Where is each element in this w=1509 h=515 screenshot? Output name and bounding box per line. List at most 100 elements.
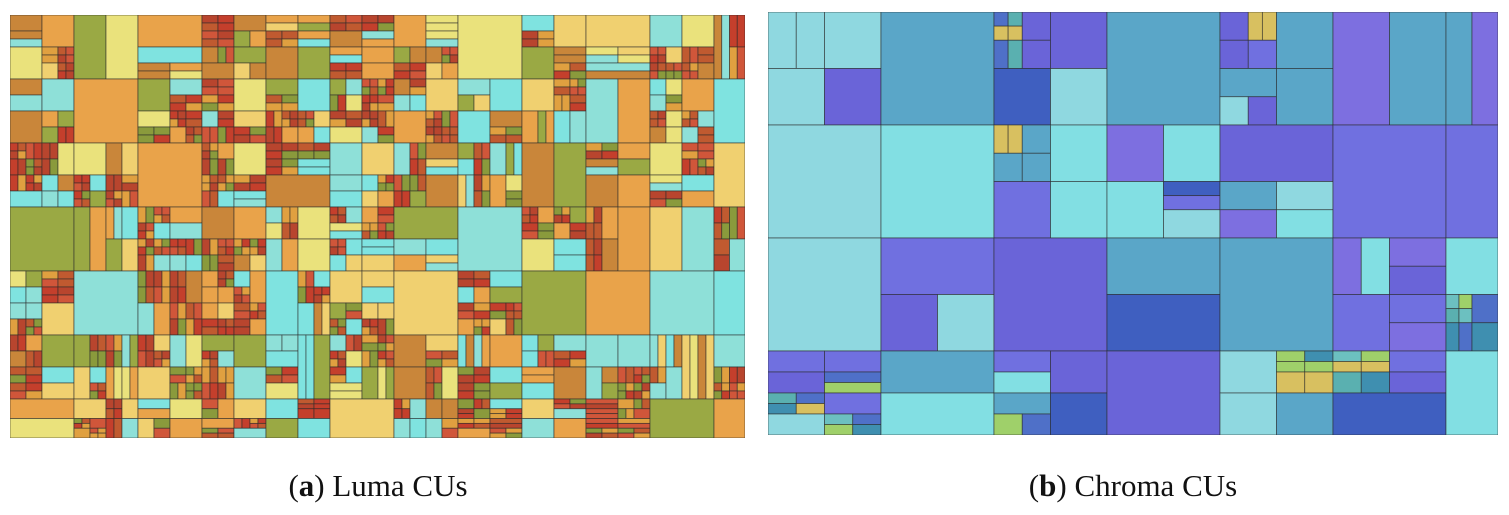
cu-block [1219, 209, 1277, 239]
cu-block [313, 302, 323, 336]
cu-block [65, 54, 75, 64]
cu-block [425, 238, 459, 256]
cu-block [129, 366, 139, 400]
cu-block [153, 206, 163, 216]
cu-block [169, 94, 187, 104]
cu-block [649, 70, 659, 80]
cu-block [681, 70, 691, 80]
cu-block [585, 270, 651, 336]
cu-block [481, 318, 491, 328]
cu-block [73, 366, 91, 400]
cu-block [1445, 350, 1498, 435]
cu-block [297, 158, 331, 168]
cu-block [297, 30, 331, 40]
cu-block [425, 158, 459, 168]
cu-block [345, 350, 363, 368]
cu-block [361, 350, 371, 368]
cu-block [105, 350, 115, 368]
cu-block [1050, 181, 1108, 239]
cu-block [553, 142, 587, 208]
cu-block [201, 270, 219, 288]
cu-block [345, 366, 363, 384]
cu-block [1276, 392, 1334, 435]
cu-block [489, 126, 507, 136]
cu-block [297, 150, 315, 160]
cu-block [73, 198, 83, 208]
cu-block [361, 326, 371, 336]
cu-block [209, 126, 219, 144]
cu-block [273, 126, 283, 144]
cu-block [217, 270, 227, 280]
cu-block [521, 382, 555, 400]
cu-block [185, 94, 203, 104]
cu-block [729, 46, 738, 80]
cu-block [665, 62, 675, 72]
cu-block [457, 413, 475, 419]
cu-block [713, 78, 745, 144]
cu-block [585, 62, 651, 72]
cu-block [513, 318, 523, 336]
cu-block [129, 334, 139, 368]
cu-block [681, 118, 691, 128]
cu-block [585, 166, 619, 176]
cu-block [993, 12, 1009, 27]
cu-block [425, 15, 459, 24]
cu-block [137, 222, 147, 232]
cu-block [97, 334, 107, 352]
cu-block [297, 142, 315, 152]
cu-block [585, 432, 603, 438]
cu-block [713, 238, 730, 256]
cu-block [824, 424, 854, 435]
cu-block [409, 46, 427, 64]
cu-block [65, 126, 75, 144]
cu-block [185, 102, 203, 112]
cu-block [257, 302, 267, 312]
cu-block [33, 318, 43, 328]
cu-block [768, 403, 797, 415]
cu-block [401, 408, 411, 419]
cu-block [993, 392, 1051, 415]
cu-block [193, 134, 203, 144]
cu-block [569, 86, 579, 96]
cu-block [249, 238, 259, 248]
cu-block [249, 62, 267, 80]
cu-block [185, 254, 203, 272]
cu-block [473, 278, 491, 288]
cu-block [305, 110, 315, 120]
cu-block [185, 366, 195, 376]
cu-block [585, 150, 603, 160]
cu-block [1106, 124, 1164, 182]
cu-block [473, 158, 483, 176]
cu-block [601, 150, 619, 160]
cu-block [377, 182, 387, 192]
cu-block [585, 398, 619, 405]
cu-block [721, 222, 730, 240]
cu-block [313, 294, 323, 304]
cu-block [713, 270, 745, 336]
cu-block [824, 12, 882, 69]
cu-block [329, 374, 347, 384]
cu-block [10, 206, 75, 272]
cu-block [1276, 12, 1334, 69]
cu-block [201, 62, 235, 80]
cu-block [249, 126, 267, 136]
cu-block [249, 134, 267, 144]
cu-block [10, 270, 27, 288]
cu-block [345, 70, 363, 80]
cu-block [457, 142, 475, 160]
cu-block [593, 222, 603, 240]
cu-block [113, 418, 123, 438]
cu-block [697, 334, 707, 400]
cu-block [361, 302, 379, 320]
cu-block [425, 126, 435, 136]
cu-block [41, 190, 59, 208]
cu-block [489, 418, 523, 424]
cu-block [361, 222, 371, 232]
cu-block [409, 86, 427, 96]
cu-block [681, 142, 699, 152]
cu-block [169, 222, 203, 240]
cu-block [649, 198, 667, 208]
cu-block [345, 206, 363, 224]
cu-block [281, 150, 299, 160]
cu-block [369, 102, 379, 112]
